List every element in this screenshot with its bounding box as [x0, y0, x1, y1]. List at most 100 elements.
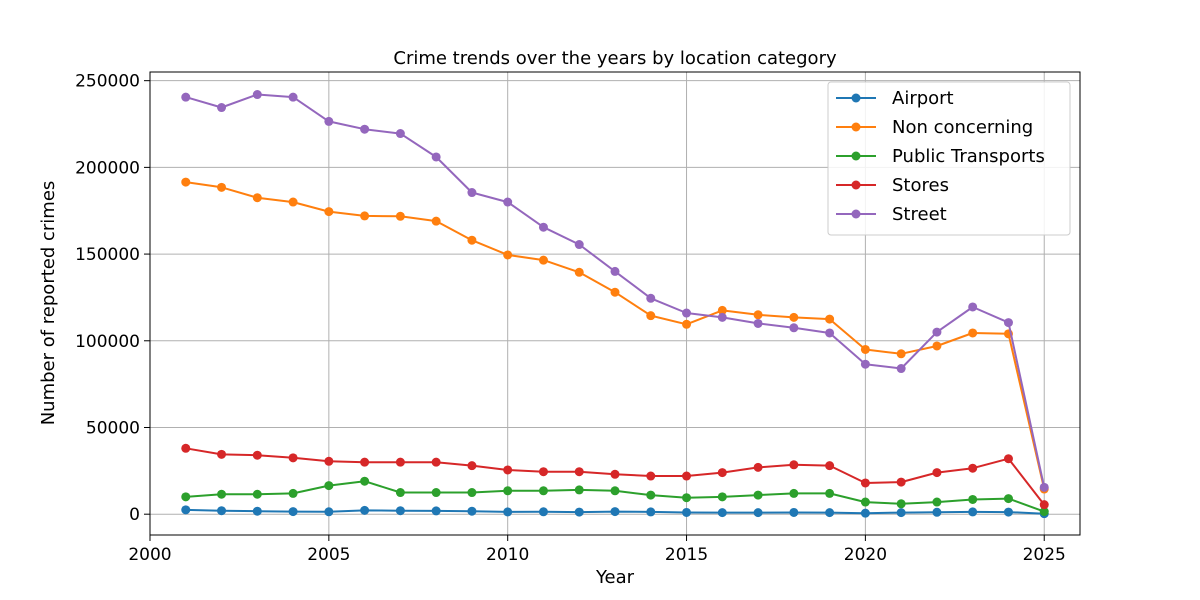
data-point-stores: [395, 457, 405, 467]
data-point-street: [1039, 482, 1049, 492]
legend-entry-non-concerning: Non concerning: [836, 117, 1033, 138]
data-point-airport: [395, 506, 405, 516]
data-point-street: [682, 308, 692, 318]
x-tick-label: 2015: [665, 545, 708, 565]
data-point-public-transports: [789, 488, 799, 498]
data-point-airport: [717, 508, 727, 518]
data-point-airport: [682, 507, 692, 517]
data-point-public-transports: [1003, 494, 1013, 504]
data-point-airport: [896, 508, 906, 518]
data-point-street: [288, 92, 298, 102]
data-point-stores: [360, 457, 370, 467]
data-point-non-concerning: [217, 182, 227, 192]
data-point-street: [610, 266, 620, 276]
data-point-stores: [431, 457, 441, 467]
data-point-airport: [360, 505, 370, 515]
legend-marker-stores: [851, 180, 861, 190]
plot-frame: [149, 71, 1081, 536]
data-point-airport: [860, 508, 870, 518]
data-point-non-concerning: [860, 344, 870, 354]
series-public-transports: [181, 476, 1049, 517]
data-point-non-concerning: [574, 267, 584, 277]
data-point-public-transports: [288, 488, 298, 498]
data-point-stores: [503, 465, 513, 475]
data-point-airport: [431, 506, 441, 516]
data-point-public-transports: [682, 493, 692, 503]
data-point-street: [217, 103, 227, 113]
data-point-stores: [324, 456, 334, 466]
data-point-public-transports: [217, 489, 227, 499]
data-point-stores: [538, 467, 548, 477]
axis-ticks: 2000 2005 2010 2015 2020 2025 0 50000 100000 1500…: [75, 72, 1066, 565]
x-tick-label: 2010: [486, 545, 529, 565]
data-point-non-concerning: [717, 305, 727, 315]
data-point-stores: [610, 469, 620, 479]
legend-marker-airport: [851, 93, 861, 103]
data-point-street: [181, 92, 191, 102]
data-point-public-transports: [860, 497, 870, 507]
data-point-public-transports: [1039, 507, 1049, 517]
legend: Airport Non concerning Public Transports St…: [827, 81, 1071, 236]
data-point-street: [789, 323, 799, 333]
legend-entry-airport: Airport: [836, 88, 954, 109]
data-point-stores: [789, 460, 799, 470]
data-point-stores: [682, 471, 692, 481]
y-tick-label: 200000: [75, 158, 140, 178]
x-axis-label: Year: [595, 567, 635, 588]
data-point-street: [825, 328, 835, 338]
series-group: [181, 90, 1049, 519]
data-point-airport: [574, 507, 584, 517]
x-tick-label: 2005: [307, 545, 350, 565]
data-point-street: [860, 359, 870, 369]
y-tick-label: 100000: [75, 332, 140, 352]
data-point-public-transports: [968, 494, 978, 504]
data-point-street: [538, 222, 548, 232]
data-point-public-transports: [467, 488, 477, 498]
data-point-public-transports: [825, 488, 835, 498]
data-point-public-transports: [646, 490, 656, 500]
data-point-public-transports: [753, 490, 763, 500]
y-tick-label: 50000: [86, 418, 140, 438]
legend-label-stores: Stores: [892, 175, 949, 196]
data-point-airport: [1003, 507, 1013, 517]
data-point-airport: [538, 507, 548, 517]
data-point-non-concerning: [431, 216, 441, 226]
data-point-public-transports: [395, 488, 405, 498]
data-point-street: [896, 364, 906, 374]
data-point-public-transports: [717, 492, 727, 502]
data-point-public-transports: [324, 481, 334, 491]
data-point-airport: [968, 507, 978, 517]
data-point-street: [646, 293, 656, 303]
data-point-stores: [1003, 454, 1013, 464]
legend-marker-non-concerning: [851, 122, 861, 132]
data-point-public-transports: [431, 488, 441, 498]
data-point-stores: [467, 461, 477, 471]
series-stores: [181, 443, 1049, 510]
data-point-non-concerning: [968, 328, 978, 338]
legend-entry-street: Street: [836, 204, 947, 225]
data-point-non-concerning: [503, 250, 513, 260]
series-street: [181, 90, 1049, 492]
data-point-non-concerning: [825, 314, 835, 324]
data-point-street: [395, 129, 405, 139]
data-point-street: [252, 90, 262, 100]
data-point-street: [574, 240, 584, 250]
data-point-street: [753, 318, 763, 328]
data-point-non-concerning: [181, 177, 191, 187]
x-tick-label: 2000: [128, 545, 171, 565]
data-point-street: [932, 327, 942, 337]
data-point-street: [1003, 318, 1013, 328]
legend-label-street: Street: [892, 204, 947, 225]
data-point-airport: [825, 508, 835, 518]
legend-marker-street: [851, 209, 861, 219]
data-point-street: [467, 188, 477, 198]
data-point-street: [360, 124, 370, 134]
data-point-airport: [646, 507, 656, 517]
data-point-stores: [825, 461, 835, 471]
data-point-non-concerning: [896, 349, 906, 359]
y-tick-label: 0: [129, 505, 140, 525]
data-point-non-concerning: [610, 287, 620, 297]
chart-title: Crime trends over the years by location …: [393, 48, 837, 69]
data-point-stores: [574, 467, 584, 477]
